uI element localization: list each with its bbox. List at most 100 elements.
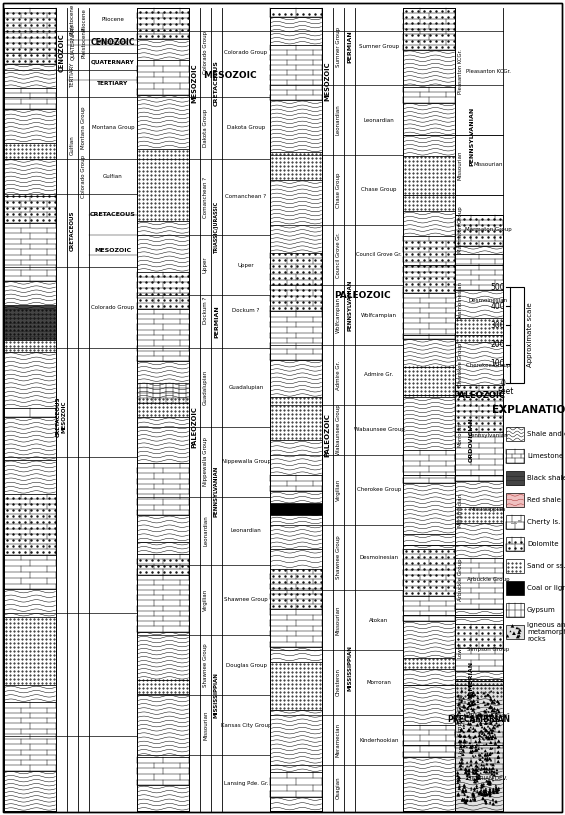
Text: Pleistocene: Pleistocene	[70, 4, 75, 35]
Bar	[270, 610, 322, 647]
Polygon shape	[464, 800, 467, 804]
Polygon shape	[485, 793, 489, 796]
Bar	[270, 710, 322, 773]
Bar	[137, 272, 189, 309]
Polygon shape	[485, 735, 489, 738]
Text: Admire Gr.: Admire Gr.	[336, 360, 341, 390]
Text: CRETACEOUS
MESOZOIC: CRETACEOUS MESOZOIC	[56, 396, 67, 437]
Polygon shape	[476, 697, 480, 699]
Polygon shape	[476, 705, 480, 708]
Polygon shape	[471, 793, 473, 795]
Polygon shape	[495, 719, 498, 722]
Polygon shape	[510, 630, 511, 632]
Polygon shape	[473, 780, 476, 783]
Polygon shape	[464, 701, 466, 703]
Polygon shape	[484, 800, 486, 802]
Text: Kinderhookian: Kinderhookian	[359, 738, 399, 742]
Polygon shape	[484, 749, 487, 752]
Polygon shape	[488, 707, 491, 709]
Polygon shape	[473, 729, 477, 732]
Bar	[455, 672, 503, 680]
Text: 500: 500	[490, 283, 505, 292]
Polygon shape	[468, 769, 470, 771]
Text: Comanchean ?: Comanchean ?	[225, 195, 267, 200]
Text: QUATERNARY: QUATERNARY	[91, 59, 135, 64]
Polygon shape	[461, 799, 464, 802]
Bar	[137, 8, 189, 39]
Polygon shape	[479, 712, 483, 716]
Polygon shape	[463, 704, 465, 707]
Polygon shape	[459, 745, 463, 748]
Polygon shape	[458, 764, 462, 768]
Text: Leonardian: Leonardian	[203, 516, 208, 546]
Polygon shape	[470, 747, 473, 749]
Polygon shape	[489, 783, 492, 786]
Bar	[506, 537, 524, 551]
Polygon shape	[490, 773, 493, 775]
Polygon shape	[471, 708, 475, 711]
Polygon shape	[511, 624, 514, 628]
Polygon shape	[497, 755, 500, 758]
Polygon shape	[472, 793, 476, 796]
Bar	[137, 39, 189, 60]
Text: Simpson Group: Simpson Group	[458, 694, 463, 736]
Polygon shape	[488, 714, 490, 716]
Polygon shape	[494, 724, 496, 726]
Polygon shape	[474, 771, 478, 775]
Polygon shape	[461, 760, 463, 762]
Polygon shape	[493, 702, 496, 704]
Polygon shape	[474, 760, 478, 764]
Polygon shape	[497, 730, 501, 733]
Polygon shape	[490, 763, 492, 765]
Polygon shape	[475, 775, 477, 778]
Bar	[270, 569, 322, 610]
Polygon shape	[492, 791, 496, 794]
Bar	[4, 281, 56, 310]
Polygon shape	[463, 791, 465, 794]
Polygon shape	[470, 799, 472, 801]
Polygon shape	[472, 769, 476, 771]
Polygon shape	[466, 761, 468, 764]
Polygon shape	[489, 735, 493, 738]
Polygon shape	[462, 697, 465, 699]
Polygon shape	[462, 786, 466, 789]
Polygon shape	[472, 750, 474, 752]
Bar	[137, 309, 189, 362]
Polygon shape	[486, 694, 489, 697]
Polygon shape	[470, 693, 474, 696]
Polygon shape	[483, 785, 485, 787]
Polygon shape	[479, 754, 482, 756]
Bar	[455, 558, 503, 609]
Text: Wolfcampian: Wolfcampian	[336, 297, 341, 333]
Text: CRETACEOUS: CRETACEOUS	[90, 212, 136, 217]
Text: PENNSYLVANIAN: PENNSYLVANIAN	[469, 107, 474, 166]
Polygon shape	[458, 778, 461, 782]
Text: Colorado Group: Colorado Group	[81, 155, 86, 198]
Polygon shape	[473, 799, 476, 802]
Polygon shape	[485, 715, 488, 717]
Polygon shape	[473, 694, 476, 696]
Text: CENOZOIC: CENOZOIC	[91, 38, 135, 47]
Polygon shape	[463, 798, 466, 800]
Polygon shape	[481, 732, 484, 735]
Text: Dockum ?: Dockum ?	[203, 297, 208, 324]
Polygon shape	[467, 706, 470, 708]
Polygon shape	[468, 702, 471, 704]
Bar	[4, 703, 56, 770]
Polygon shape	[496, 708, 499, 711]
Polygon shape	[462, 709, 464, 711]
Polygon shape	[459, 736, 461, 738]
Polygon shape	[470, 751, 473, 754]
Polygon shape	[490, 737, 494, 740]
Polygon shape	[467, 693, 470, 696]
Polygon shape	[481, 726, 484, 729]
Bar	[403, 236, 455, 293]
Polygon shape	[477, 791, 481, 794]
Bar	[137, 463, 189, 515]
Polygon shape	[466, 774, 469, 778]
Text: 0: 0	[500, 378, 505, 387]
Bar	[270, 773, 322, 797]
Polygon shape	[458, 776, 460, 778]
Polygon shape	[464, 767, 467, 770]
Polygon shape	[480, 785, 484, 788]
